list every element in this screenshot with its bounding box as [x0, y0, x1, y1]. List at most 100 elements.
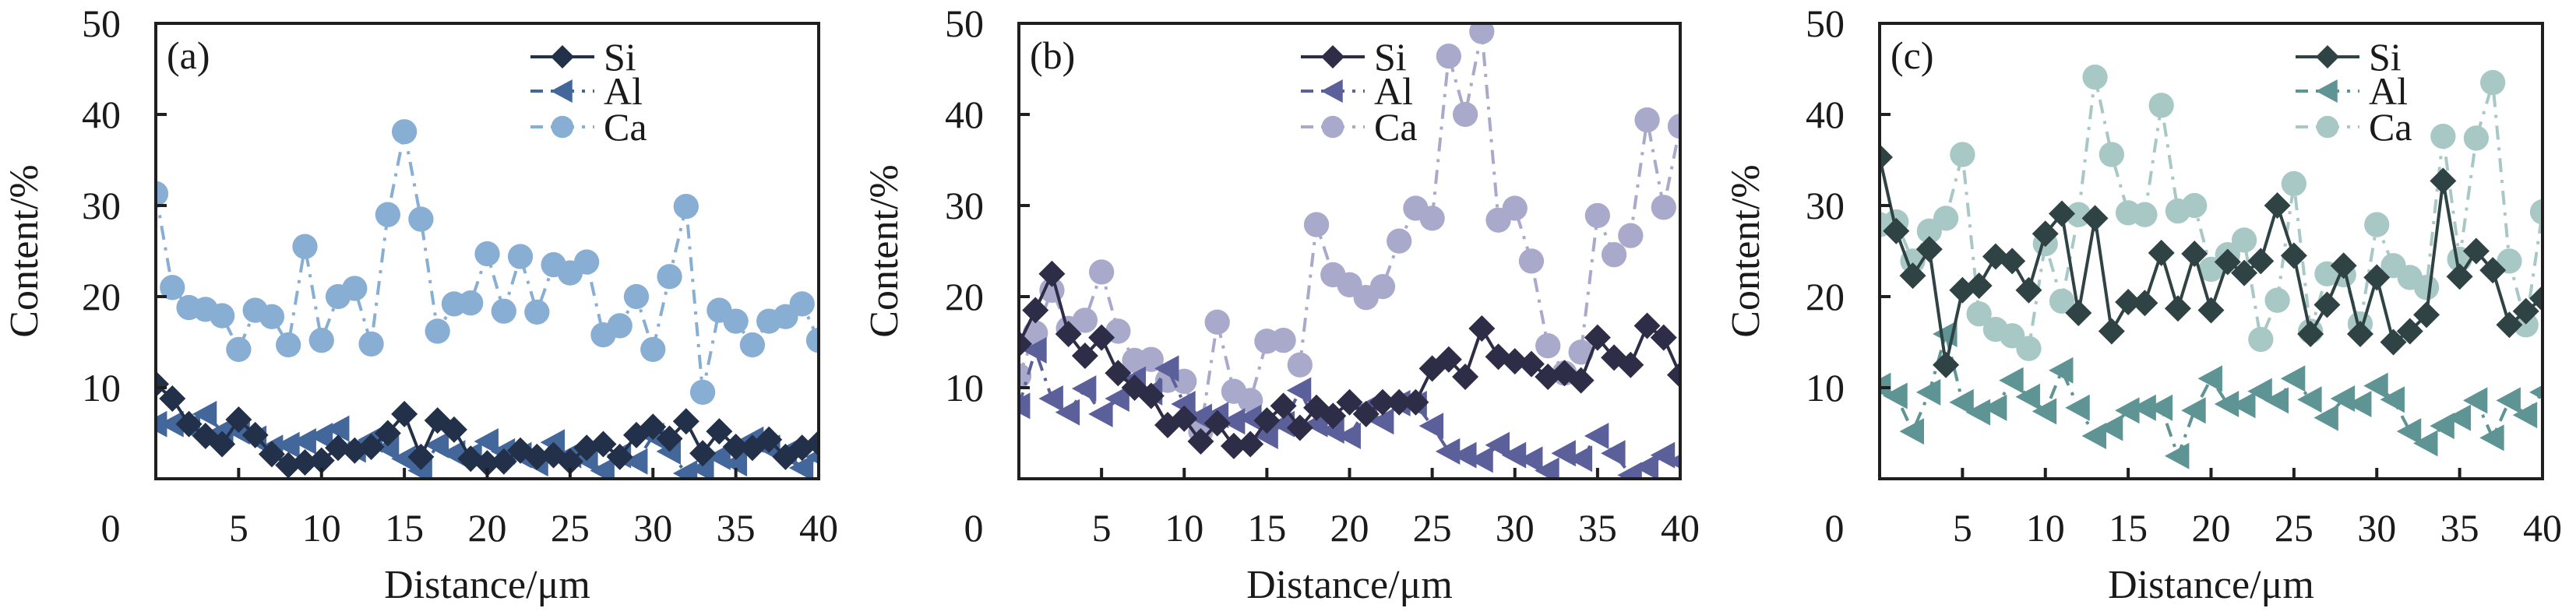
al-point [2115, 397, 2140, 424]
ca-point [209, 303, 235, 329]
al-point [1584, 423, 1609, 450]
al-point [2430, 413, 2454, 440]
al-point [1633, 453, 1658, 479]
legend-marker [1321, 79, 1343, 103]
origin-tick-label: 0 [101, 506, 121, 550]
ca-point [491, 298, 516, 324]
al-point [424, 431, 449, 459]
si-point [689, 440, 717, 467]
al-point [2098, 414, 2123, 441]
ca-point [292, 234, 318, 259]
si-point [1880, 143, 1893, 170]
si-point [2462, 237, 2490, 265]
ca-point [391, 119, 418, 145]
al-point [2280, 365, 2306, 392]
series-al [1880, 320, 2543, 469]
si-point [1071, 343, 1098, 370]
legend-marker [1321, 115, 1344, 139]
al-point [1883, 382, 1908, 409]
x-tick-label: 30 [633, 506, 672, 550]
al-point [1965, 399, 1991, 426]
ca-point [1518, 248, 1545, 274]
si-point [291, 448, 319, 476]
si-point [1022, 297, 1049, 324]
y-tick-label: 20 [945, 275, 984, 318]
si-point [1171, 405, 1198, 432]
ca-point [375, 202, 400, 227]
al-point [1880, 372, 1891, 399]
legend-al-label: Al [2369, 69, 2408, 113]
al-point [2032, 398, 2057, 425]
si-point [656, 425, 683, 452]
ca-point [2463, 125, 2490, 151]
si-point [258, 441, 285, 468]
legend-marker [2316, 79, 2338, 103]
ca-point [2016, 336, 2042, 361]
al-point [788, 454, 814, 479]
al-point [2313, 404, 2338, 431]
ca-point [425, 318, 450, 344]
y-tick-label: 30 [82, 184, 121, 227]
panel-c-tick-labels: 5 10 15 20 25 30 35 40 0 10 20 30 40 50 [1806, 2, 2562, 550]
al-point [1220, 408, 1246, 435]
legend-ca-symbol [2296, 115, 2359, 139]
si-point [2380, 329, 2407, 356]
legend-item-al: Al [530, 69, 643, 113]
al-point [1286, 377, 1312, 404]
si-point [1617, 351, 1644, 378]
ca-point [1601, 242, 1627, 268]
y-tick-label: 50 [1806, 2, 1845, 45]
x-tick-label: 25 [551, 506, 590, 550]
ca-point [524, 299, 550, 325]
ca-point [458, 290, 484, 316]
si-point [640, 413, 667, 441]
si-point [225, 406, 252, 433]
y-tick-label: 40 [82, 93, 121, 136]
legend-al-symbol [530, 79, 594, 103]
x-tick-label: 20 [2192, 506, 2231, 550]
si-point [1369, 388, 1396, 416]
ca-point [673, 194, 699, 220]
ca-point [640, 336, 666, 363]
ca-point [2430, 123, 2456, 149]
si-point [1055, 320, 1082, 347]
si-point [2330, 252, 2357, 279]
al-point [1485, 431, 1510, 459]
panel-c-marks [1880, 64, 2543, 469]
ca-point [1436, 43, 1461, 69]
legend-al-label: Al [1374, 69, 1413, 113]
si-point [1187, 428, 1214, 455]
ca-point [1950, 142, 1975, 167]
si-point [1352, 400, 1380, 427]
legend-item-al: Al [2296, 69, 2408, 113]
y-tick-label: 50 [82, 2, 121, 45]
si-point [1468, 315, 1496, 342]
si-point [1965, 272, 1993, 299]
ca-point [1369, 273, 1396, 300]
al-point [1899, 418, 1924, 445]
al-point [1468, 446, 1493, 473]
si-point [2396, 318, 2423, 345]
legend-marker [551, 115, 574, 139]
si-point [1402, 388, 1429, 416]
si-point [2446, 263, 2473, 290]
si-point [2065, 300, 2092, 327]
panel-a: 5 10 15 20 25 30 35 40 0 10 20 30 40 50 (a) Distance/… [2, 2, 838, 607]
ca-point [1238, 388, 1263, 413]
ca-point [2248, 326, 2274, 353]
si-point [1999, 248, 2026, 275]
si-point [2264, 192, 2291, 219]
x-tick-label: 10 [1165, 506, 1203, 550]
ca-point [1072, 308, 1098, 333]
y-tick-label: 10 [1806, 366, 1845, 409]
legend-item-si: Si [1301, 35, 1407, 79]
ca-point [358, 331, 384, 357]
x-tick-label: 5 [1953, 506, 1972, 550]
legend-item-ca: Ca [2296, 105, 2412, 149]
panel-b-ticks [1019, 113, 1599, 479]
ca-point [156, 181, 169, 206]
panel-b-marks [1019, 22, 1680, 479]
ca-point [1138, 346, 1164, 372]
al-point [1369, 408, 1394, 435]
si-point [1270, 392, 1297, 420]
